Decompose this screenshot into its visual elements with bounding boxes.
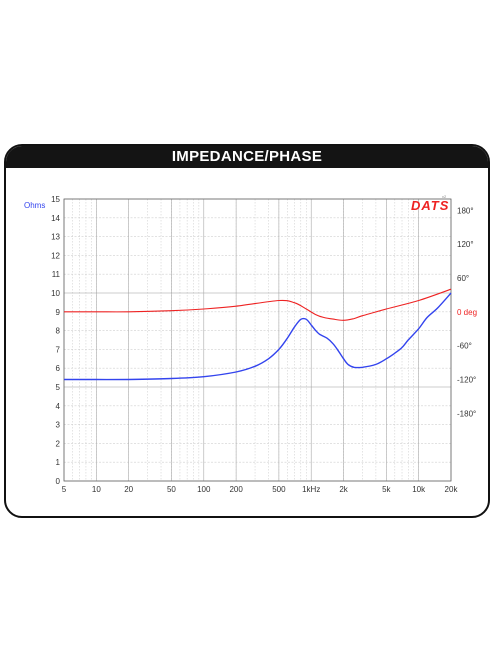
y-tick-label: 13 [51,233,60,242]
x-tick-label: 20 [124,485,133,494]
y-tick-label: 0 [56,477,61,486]
chart-title: IMPEDANCE/PHASE [6,146,488,168]
y-tick-label: 8 [56,327,61,336]
x-tick-label: 50 [167,485,176,494]
y-tick-label: 11 [52,270,61,279]
x-tick-label: 200 [229,485,243,494]
curves [64,288,452,381]
x-tick-label: 1kHz [302,485,320,494]
y-tick-label: 12 [51,251,60,260]
y-tick-label: 14 [51,214,60,223]
x-tick-label: 100 [197,485,211,494]
chart-panel: IMPEDANCE/PHASE 0 1 2 3 4 5 6 7 8 9 10 11 12 13 14 15 5 1… [4,144,490,518]
dats-logo-version: v2 [442,194,447,199]
y-tick-label: 2 [56,439,61,448]
y2-tick-label: -120° [457,375,476,384]
x-tick-label: 2k [339,485,348,494]
y2-tick-label: -60° [457,342,472,351]
x-tick-label: 10 [92,485,101,494]
phase-curve [64,288,452,321]
x-tick-label: 5k [382,485,391,494]
y-tick-label: 15 [51,195,60,204]
y2-tick-label: -180° [457,409,476,418]
y2-tick-label: 60° [457,274,469,283]
y-tick-label: 4 [56,402,61,411]
y-tick-label: 5 [56,383,61,392]
y-tick-label: 7 [56,345,61,354]
x-tick-label: 10k [412,485,426,494]
x-tick-label: 20k [445,485,459,494]
y-tick-label: 9 [56,308,61,317]
y-axis-label: Ohms [24,201,45,210]
y-tick-label: 10 [51,289,60,298]
plot-border [63,198,452,482]
grid [63,198,452,482]
y-tick-label: 6 [56,364,61,373]
y2-tick-label: 120° [457,240,474,249]
impedance-curve [64,292,452,381]
x-tick-label: 500 [272,485,286,494]
y-tick-label: 3 [56,421,61,430]
y2-axis-label: 0 deg [457,308,477,317]
x-tick-label: 5 [62,485,67,494]
y2-tick-label: 180° [457,206,474,215]
dats-logo: DATS [411,198,449,213]
y-tick-label: 1 [56,458,61,467]
